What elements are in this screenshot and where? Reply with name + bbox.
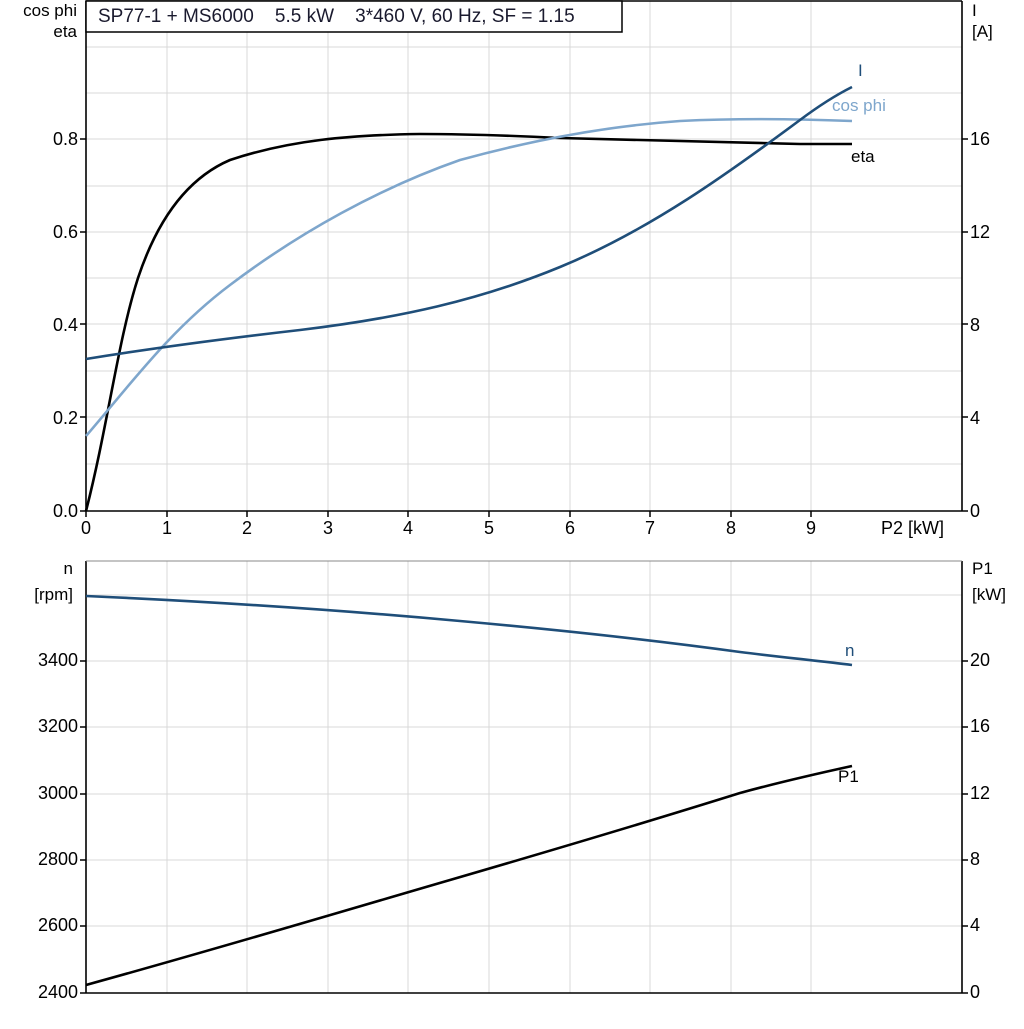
svg-text:8: 8 — [970, 315, 980, 335]
svg-text:0.6: 0.6 — [53, 222, 78, 242]
svg-text:4: 4 — [970, 408, 980, 428]
svg-text:0: 0 — [970, 982, 980, 1002]
svg-text:eta: eta — [851, 147, 875, 166]
svg-text:0: 0 — [970, 501, 980, 521]
svg-text:I: I — [972, 1, 977, 20]
svg-text:8: 8 — [970, 849, 980, 869]
svg-text:0.8: 0.8 — [53, 129, 78, 149]
svg-text:0: 0 — [81, 518, 91, 538]
svg-text:cos phi: cos phi — [832, 96, 886, 115]
svg-text:12: 12 — [970, 222, 990, 242]
svg-text:4: 4 — [970, 915, 980, 935]
svg-text:[rpm]: [rpm] — [34, 585, 73, 604]
svg-text:[kW]: [kW] — [972, 585, 1006, 604]
svg-text:3200: 3200 — [38, 716, 78, 736]
svg-text:3400: 3400 — [38, 650, 78, 670]
svg-text:0.2: 0.2 — [53, 408, 78, 428]
svg-text:2: 2 — [242, 518, 252, 538]
svg-text:12: 12 — [970, 783, 990, 803]
svg-text:P1: P1 — [972, 559, 993, 578]
svg-text:7: 7 — [645, 518, 655, 538]
svg-text:P1: P1 — [838, 767, 859, 786]
svg-text:20: 20 — [970, 650, 990, 670]
svg-text:5: 5 — [484, 518, 494, 538]
svg-text:3: 3 — [323, 518, 333, 538]
svg-text:16: 16 — [970, 129, 990, 149]
svg-text:n: n — [64, 559, 73, 578]
svg-text:4: 4 — [403, 518, 413, 538]
svg-text:8: 8 — [726, 518, 736, 538]
svg-text:[A]: [A] — [972, 22, 993, 41]
svg-text:1: 1 — [162, 518, 172, 538]
svg-text:cos phi: cos phi — [23, 1, 77, 20]
svg-text:eta: eta — [53, 22, 77, 41]
svg-text:n: n — [845, 641, 854, 660]
svg-text:I: I — [858, 61, 863, 80]
svg-text:9: 9 — [806, 518, 816, 538]
svg-text:2800: 2800 — [38, 849, 78, 869]
svg-text:2400: 2400 — [38, 982, 78, 1002]
svg-text:0.0: 0.0 — [53, 501, 78, 521]
svg-text:3000: 3000 — [38, 783, 78, 803]
svg-text:16: 16 — [970, 716, 990, 736]
svg-text:6: 6 — [565, 518, 575, 538]
svg-text:SP77-1 + MS6000 5.5 kW 3: SP77-1 + MS6000 5.5 kW 3*460 V, 60 Hz, S… — [98, 6, 575, 27]
svg-text:2600: 2600 — [38, 915, 78, 935]
svg-text:0.4: 0.4 — [53, 315, 78, 335]
svg-text:P2 [kW]: P2 [kW] — [881, 518, 944, 538]
